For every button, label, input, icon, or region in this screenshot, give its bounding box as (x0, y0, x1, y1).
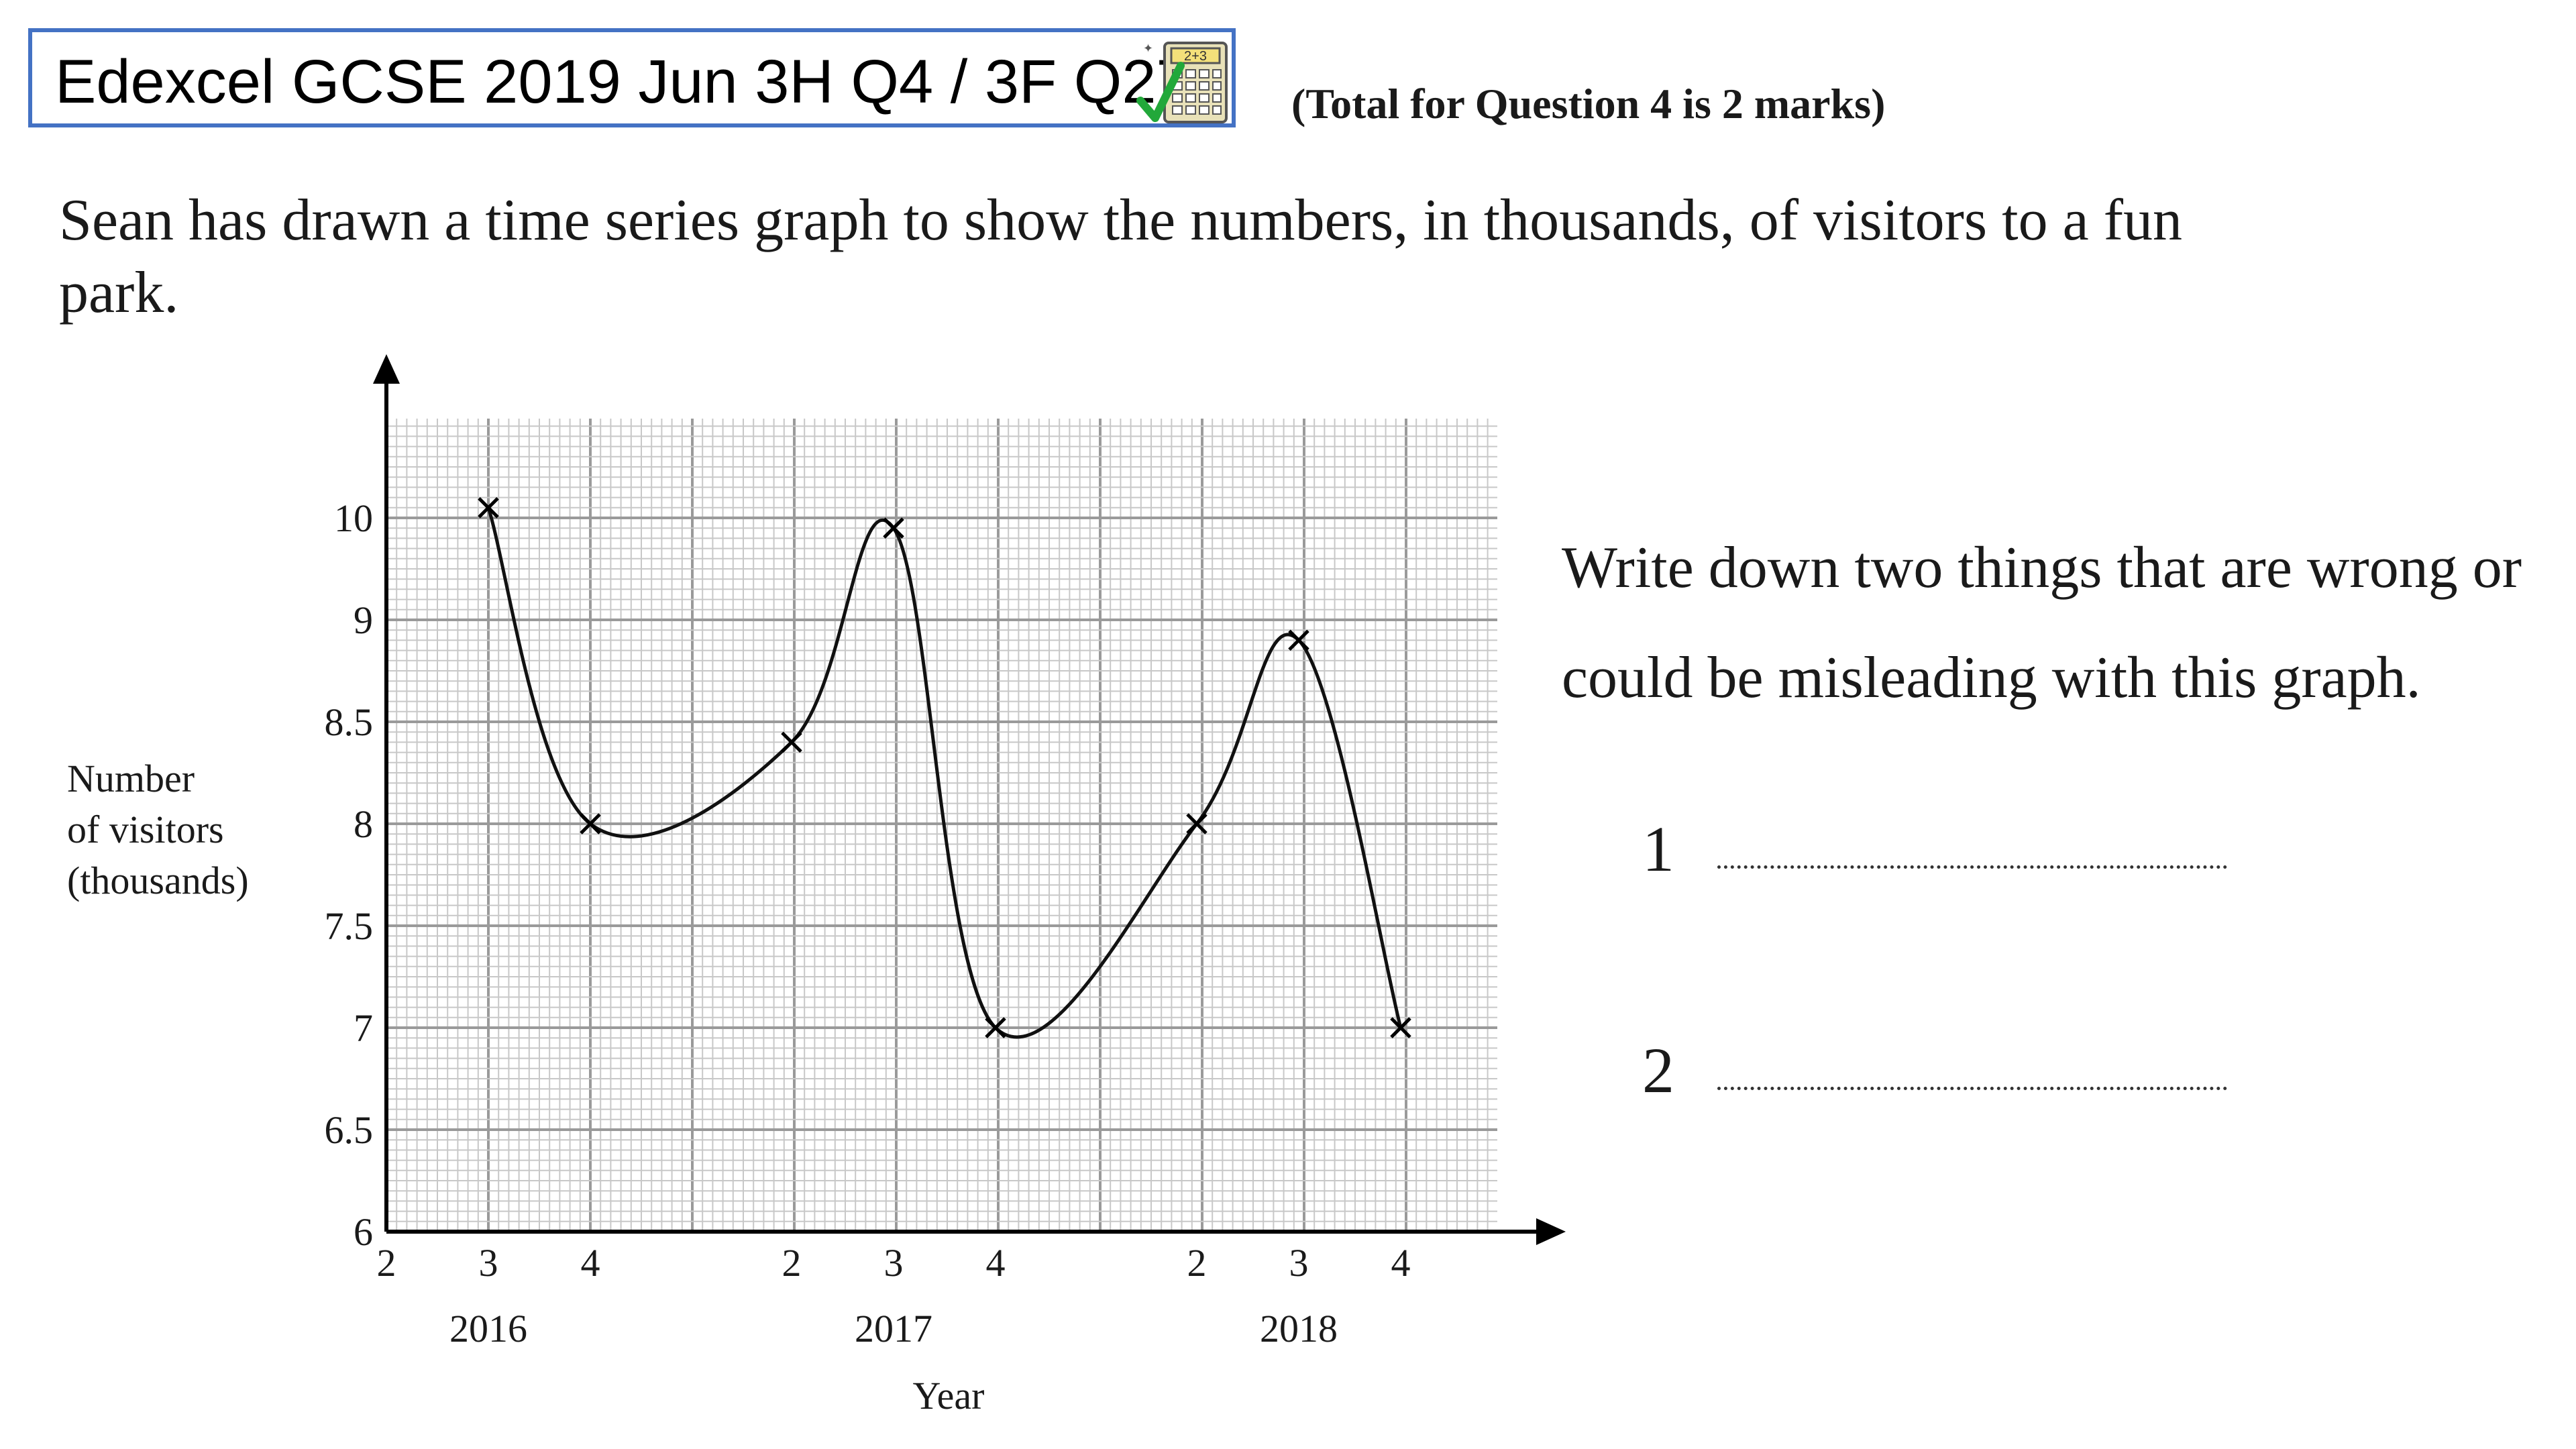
x-tick-label: 2 (1187, 1241, 1207, 1285)
answer-number-1: 1 (1642, 813, 1674, 885)
data-point-marker (478, 497, 499, 519)
chart-curve (486, 507, 1403, 1039)
data-point-marker (1288, 629, 1309, 651)
x-axis-title: Year (913, 1374, 985, 1417)
y-axis-title-line: of visitors (67, 808, 224, 851)
calculator-check-icon: 2+3 ✦ (1136, 42, 1228, 123)
x-tick-label: 2 (782, 1241, 802, 1285)
y-tick-label: 8 (354, 802, 373, 846)
year-label: 2017 (855, 1307, 932, 1350)
y-tick-label: 9 (354, 598, 373, 642)
question-text: Sean has drawn a time series graph to sh… (59, 188, 2182, 325)
x-tick-label: 4 (1391, 1241, 1411, 1285)
data-point-marker (1390, 1017, 1411, 1038)
total-marks: (Total for Question 4 is 2 marks) (1291, 80, 1886, 127)
svg-text:✦: ✦ (1143, 42, 1153, 55)
y-axis-title-line: Number (67, 757, 195, 800)
y-axis-arrow-icon (373, 354, 400, 384)
chart-labels: Year Number of visitors (thousands) (67, 757, 984, 1417)
chart-grid (385, 419, 1497, 1233)
series-line (486, 507, 1403, 1039)
year-label: 2016 (449, 1307, 527, 1350)
x-tick-label: 3 (1289, 1241, 1309, 1285)
chart-axes (373, 354, 1566, 1245)
data-point-marker (985, 1017, 1006, 1038)
y-axis-title-line: (thousands) (67, 859, 249, 902)
x-tick-label: 4 (986, 1241, 1006, 1285)
y-tick-label: 7 (354, 1006, 373, 1050)
x-tick-label: 2 (377, 1241, 396, 1285)
data-point-marker (580, 813, 601, 835)
y-tick-label: 7.5 (325, 904, 374, 948)
y-tick-label: 10 (334, 496, 373, 540)
x-axis-arrow-icon (1536, 1218, 1566, 1245)
x-tick-label: 4 (581, 1241, 600, 1285)
answer-line-2[interactable] (1717, 1087, 2227, 1090)
y-tick-label: 6.5 (325, 1108, 374, 1152)
data-point-marker (883, 517, 904, 539)
x-tick-label: 3 (884, 1241, 904, 1285)
y-tick-label: 6 (354, 1210, 373, 1254)
data-point-marker (1186, 813, 1208, 835)
y-tick-label: 8.5 (325, 700, 374, 744)
data-point-marker (781, 731, 802, 753)
chart-ticks: 6 6.5 7 7.5 8 8.5 9 10 2 3 4 2 3 4 2 3 4 2016 2017 2018 (325, 496, 1411, 1350)
year-label: 2018 (1260, 1307, 1338, 1350)
page-title: Edexcel GCSE 2019 Jun 3H Q4 / 3F Q27 (55, 48, 1191, 116)
x-tick-label: 3 (479, 1241, 498, 1285)
answer-line-1[interactable] (1717, 865, 2227, 869)
chart-marks (478, 497, 1411, 1038)
calculator-display-text: 2+3 (1184, 49, 1207, 64)
answer-number-2: 2 (1642, 1034, 1674, 1106)
title-box: Edexcel GCSE 2019 Jun 3H Q4 / 3F Q27 2+3… (28, 28, 1236, 127)
question-prompt: Write down two things that are wrong or … (1562, 535, 2522, 710)
